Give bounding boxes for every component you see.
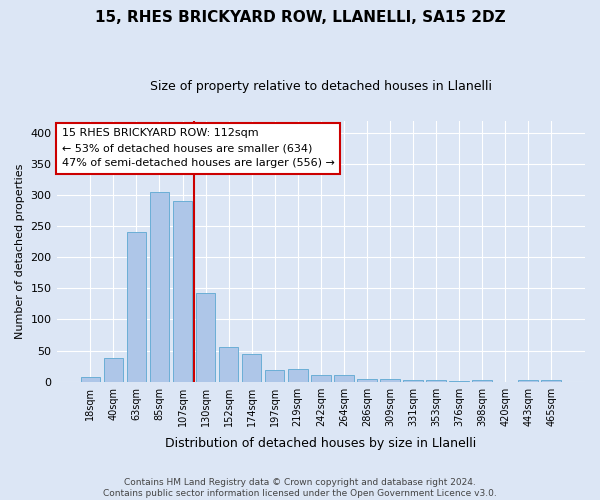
- Text: 15, RHES BRICKYARD ROW, LLANELLI, SA15 2DZ: 15, RHES BRICKYARD ROW, LLANELLI, SA15 2…: [95, 10, 505, 25]
- Title: Size of property relative to detached houses in Llanelli: Size of property relative to detached ho…: [150, 80, 492, 93]
- Bar: [242, 354, 262, 382]
- Bar: [80, 376, 100, 382]
- Bar: [196, 293, 215, 382]
- Bar: [265, 370, 284, 382]
- Bar: [518, 380, 538, 382]
- Bar: [472, 380, 492, 382]
- Bar: [288, 369, 308, 382]
- Bar: [426, 380, 446, 382]
- Bar: [403, 380, 423, 382]
- Text: Contains HM Land Registry data © Crown copyright and database right 2024.
Contai: Contains HM Land Registry data © Crown c…: [103, 478, 497, 498]
- Y-axis label: Number of detached properties: Number of detached properties: [15, 164, 25, 339]
- Bar: [334, 376, 353, 382]
- Bar: [219, 348, 238, 382]
- Bar: [311, 376, 331, 382]
- Bar: [149, 192, 169, 382]
- Bar: [173, 202, 193, 382]
- Bar: [127, 232, 146, 382]
- Bar: [357, 378, 377, 382]
- Bar: [104, 358, 123, 382]
- Bar: [380, 379, 400, 382]
- Bar: [449, 381, 469, 382]
- Text: 15 RHES BRICKYARD ROW: 112sqm
← 53% of detached houses are smaller (634)
47% of : 15 RHES BRICKYARD ROW: 112sqm ← 53% of d…: [62, 128, 335, 168]
- X-axis label: Distribution of detached houses by size in Llanelli: Distribution of detached houses by size …: [165, 437, 476, 450]
- Bar: [541, 380, 561, 382]
